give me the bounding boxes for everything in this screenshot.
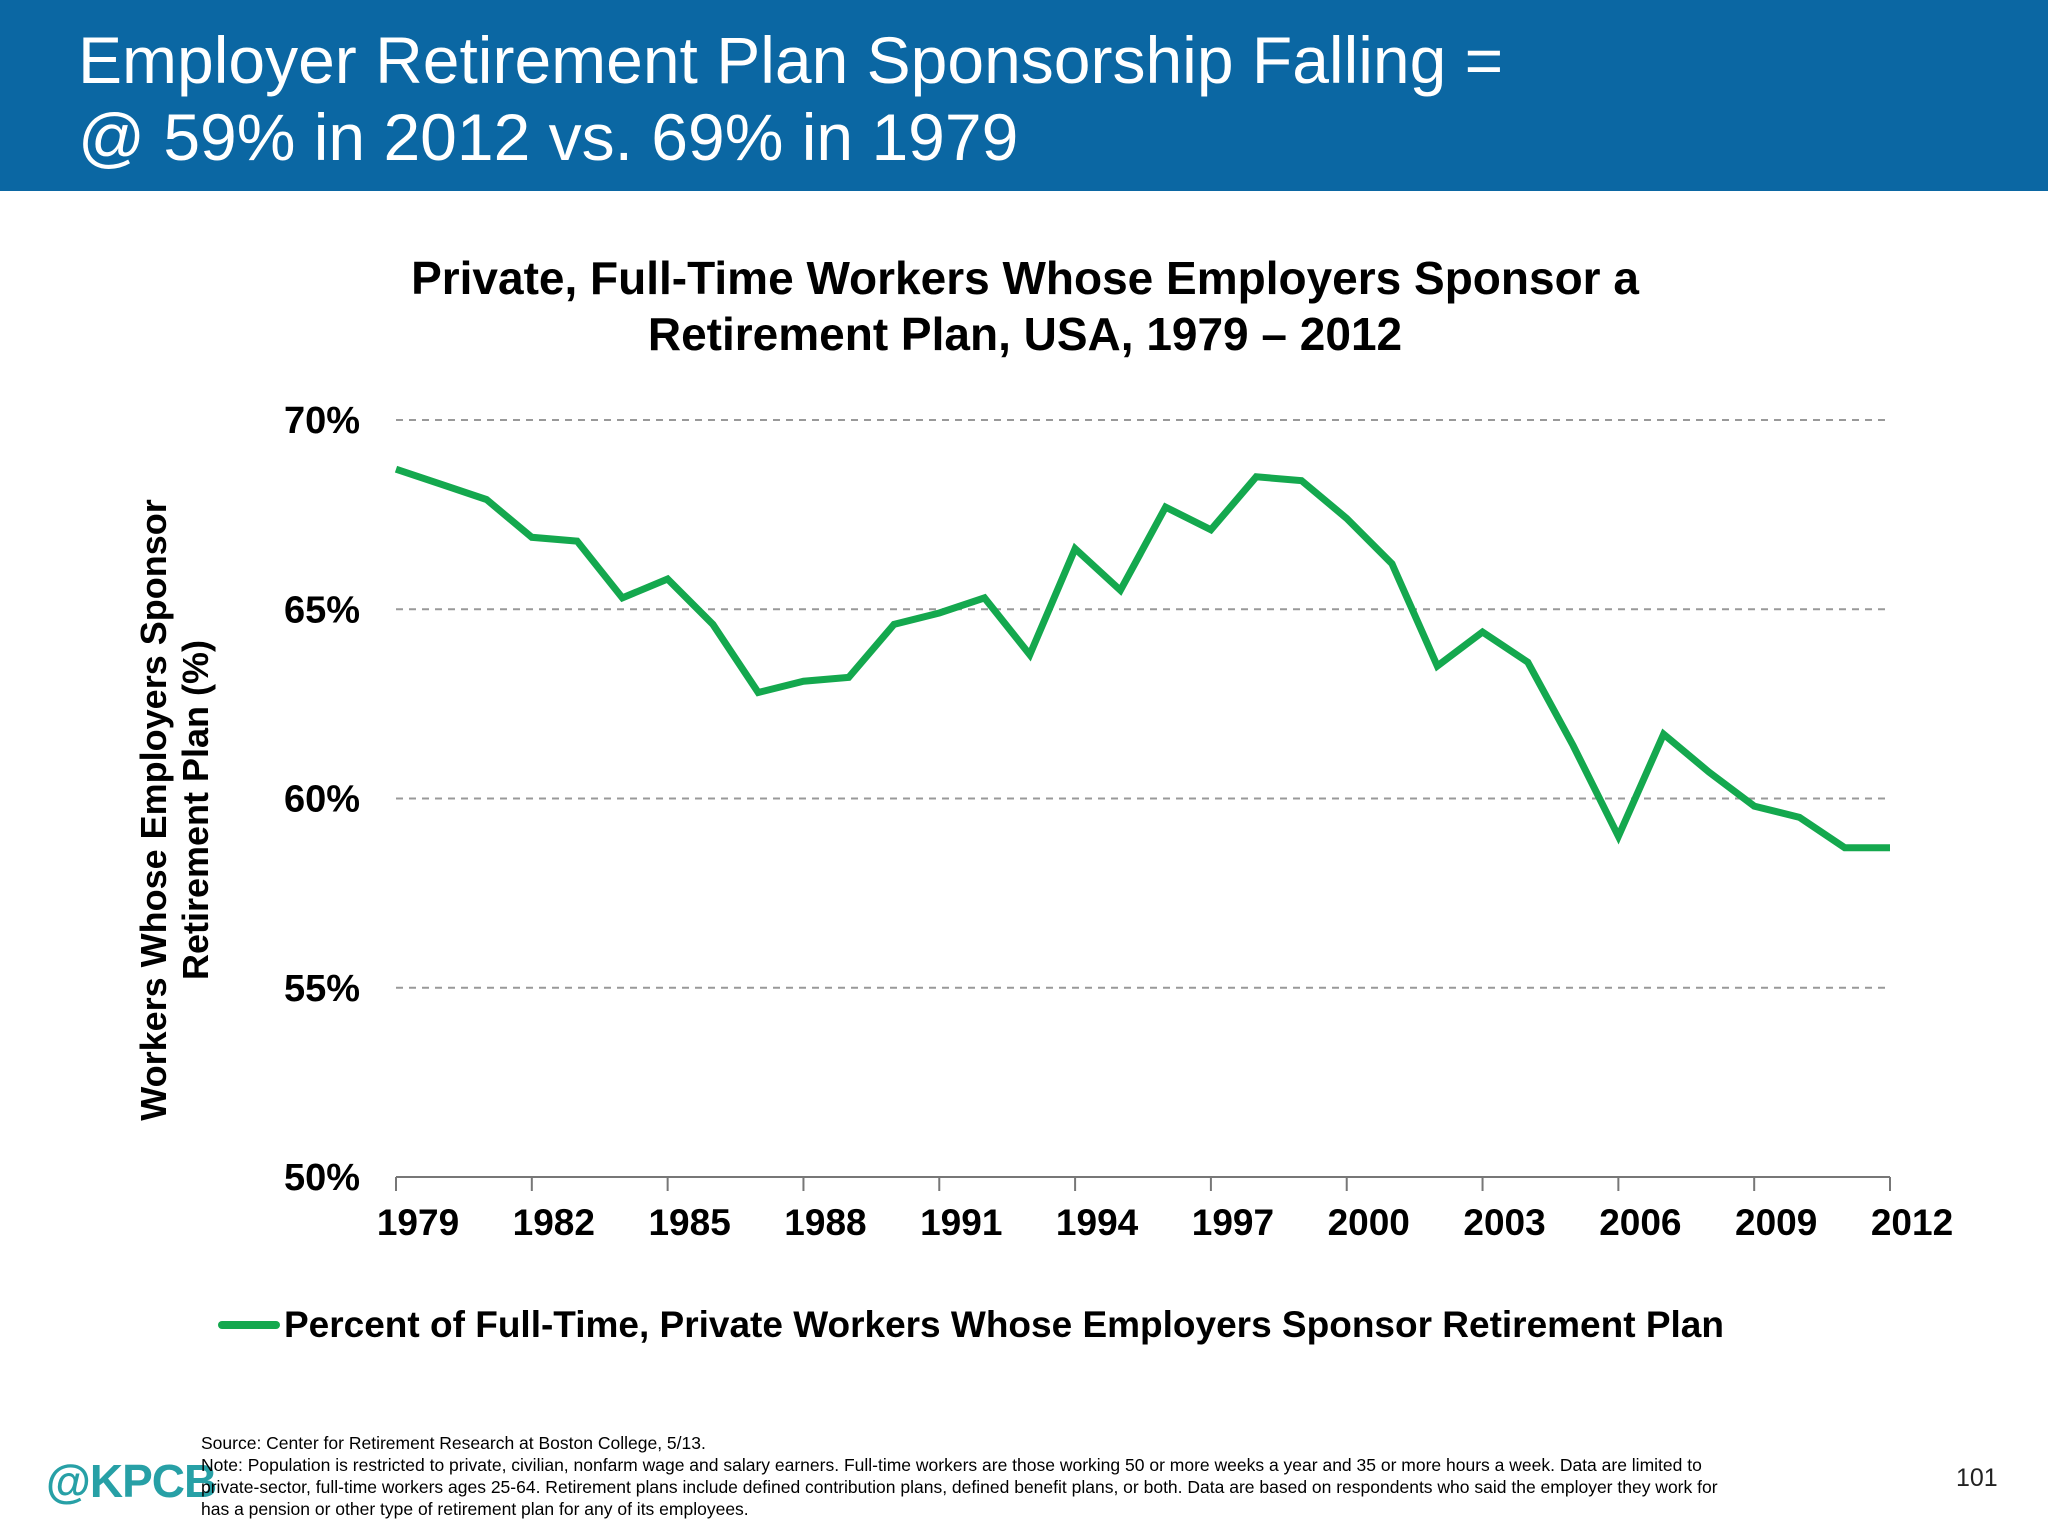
y-tick-label-60: 60% (284, 779, 360, 821)
x-tick-label-1988: 1988 (784, 1202, 866, 1243)
kpcb-logo: @KPCB (46, 1455, 217, 1507)
slide-title: Employer Retirement Plan Sponsorship Fal… (78, 22, 1878, 176)
x-tick-label-1979: 1979 (377, 1202, 459, 1243)
slide-header: Employer Retirement Plan Sponsorship Fal… (0, 0, 2048, 191)
x-tick-label-1997: 1997 (1192, 1202, 1274, 1243)
source-note: Source: Center for Retirement Research a… (201, 1433, 706, 1453)
line-chart: 50% 55% 60% 65% 70% 1979 1982 1985 1988 1991 1994 1… (284, 400, 1953, 1243)
x-tick-label-1985: 1985 (648, 1202, 730, 1243)
note-line-3: has a pension or other type of retiremen… (201, 1499, 749, 1519)
x-tick-label-1991: 1991 (920, 1202, 1002, 1243)
y-tick-label-55: 55% (284, 968, 360, 1010)
note-line-1: Note: Population is restricted to privat… (201, 1455, 1702, 1475)
note-line-2: private-sector, full-time workers ages 2… (201, 1477, 1718, 1497)
y-tick-label-65: 65% (284, 589, 360, 631)
legend-swatch (218, 1321, 280, 1329)
x-tick-label-2006: 2006 (1599, 1202, 1681, 1243)
chart-title-line-1: Private, Full-Time Workers Whose Employe… (411, 252, 1639, 304)
y-tick-label-70: 70% (284, 400, 360, 442)
chart-legend: Percent of Full-Time, Private Workers Wh… (218, 1300, 1724, 1350)
legend-label: Percent of Full-Time, Private Workers Wh… (284, 1304, 1724, 1345)
y-tick-label-50: 50% (284, 1157, 360, 1199)
footnotes: Source: Center for Retirement Research a… (201, 1432, 1941, 1520)
page-number: 101 (1956, 1464, 1998, 1492)
x-tick-label-2009: 2009 (1735, 1202, 1817, 1243)
x-tick-label-2012: 2012 (1871, 1202, 1953, 1243)
x-tick-label-2003: 2003 (1463, 1202, 1545, 1243)
chart-title-line-2: Retirement Plan, USA, 1979 – 2012 (647, 308, 1403, 360)
slide-title-line-2: @ 59% in 2012 vs. 69% in 1979 (78, 100, 1019, 174)
slide-title-line-1: Employer Retirement Plan Sponsorship Fal… (78, 23, 1504, 97)
chart-title: Private, Full-Time Workers Whose Employe… (220, 250, 1830, 362)
x-tick-label-2000: 2000 (1328, 1202, 1410, 1243)
x-tick-label-1982: 1982 (513, 1202, 595, 1243)
series-line-0 (394, 465, 1890, 852)
x-tick-label-1994: 1994 (1056, 1202, 1139, 1243)
